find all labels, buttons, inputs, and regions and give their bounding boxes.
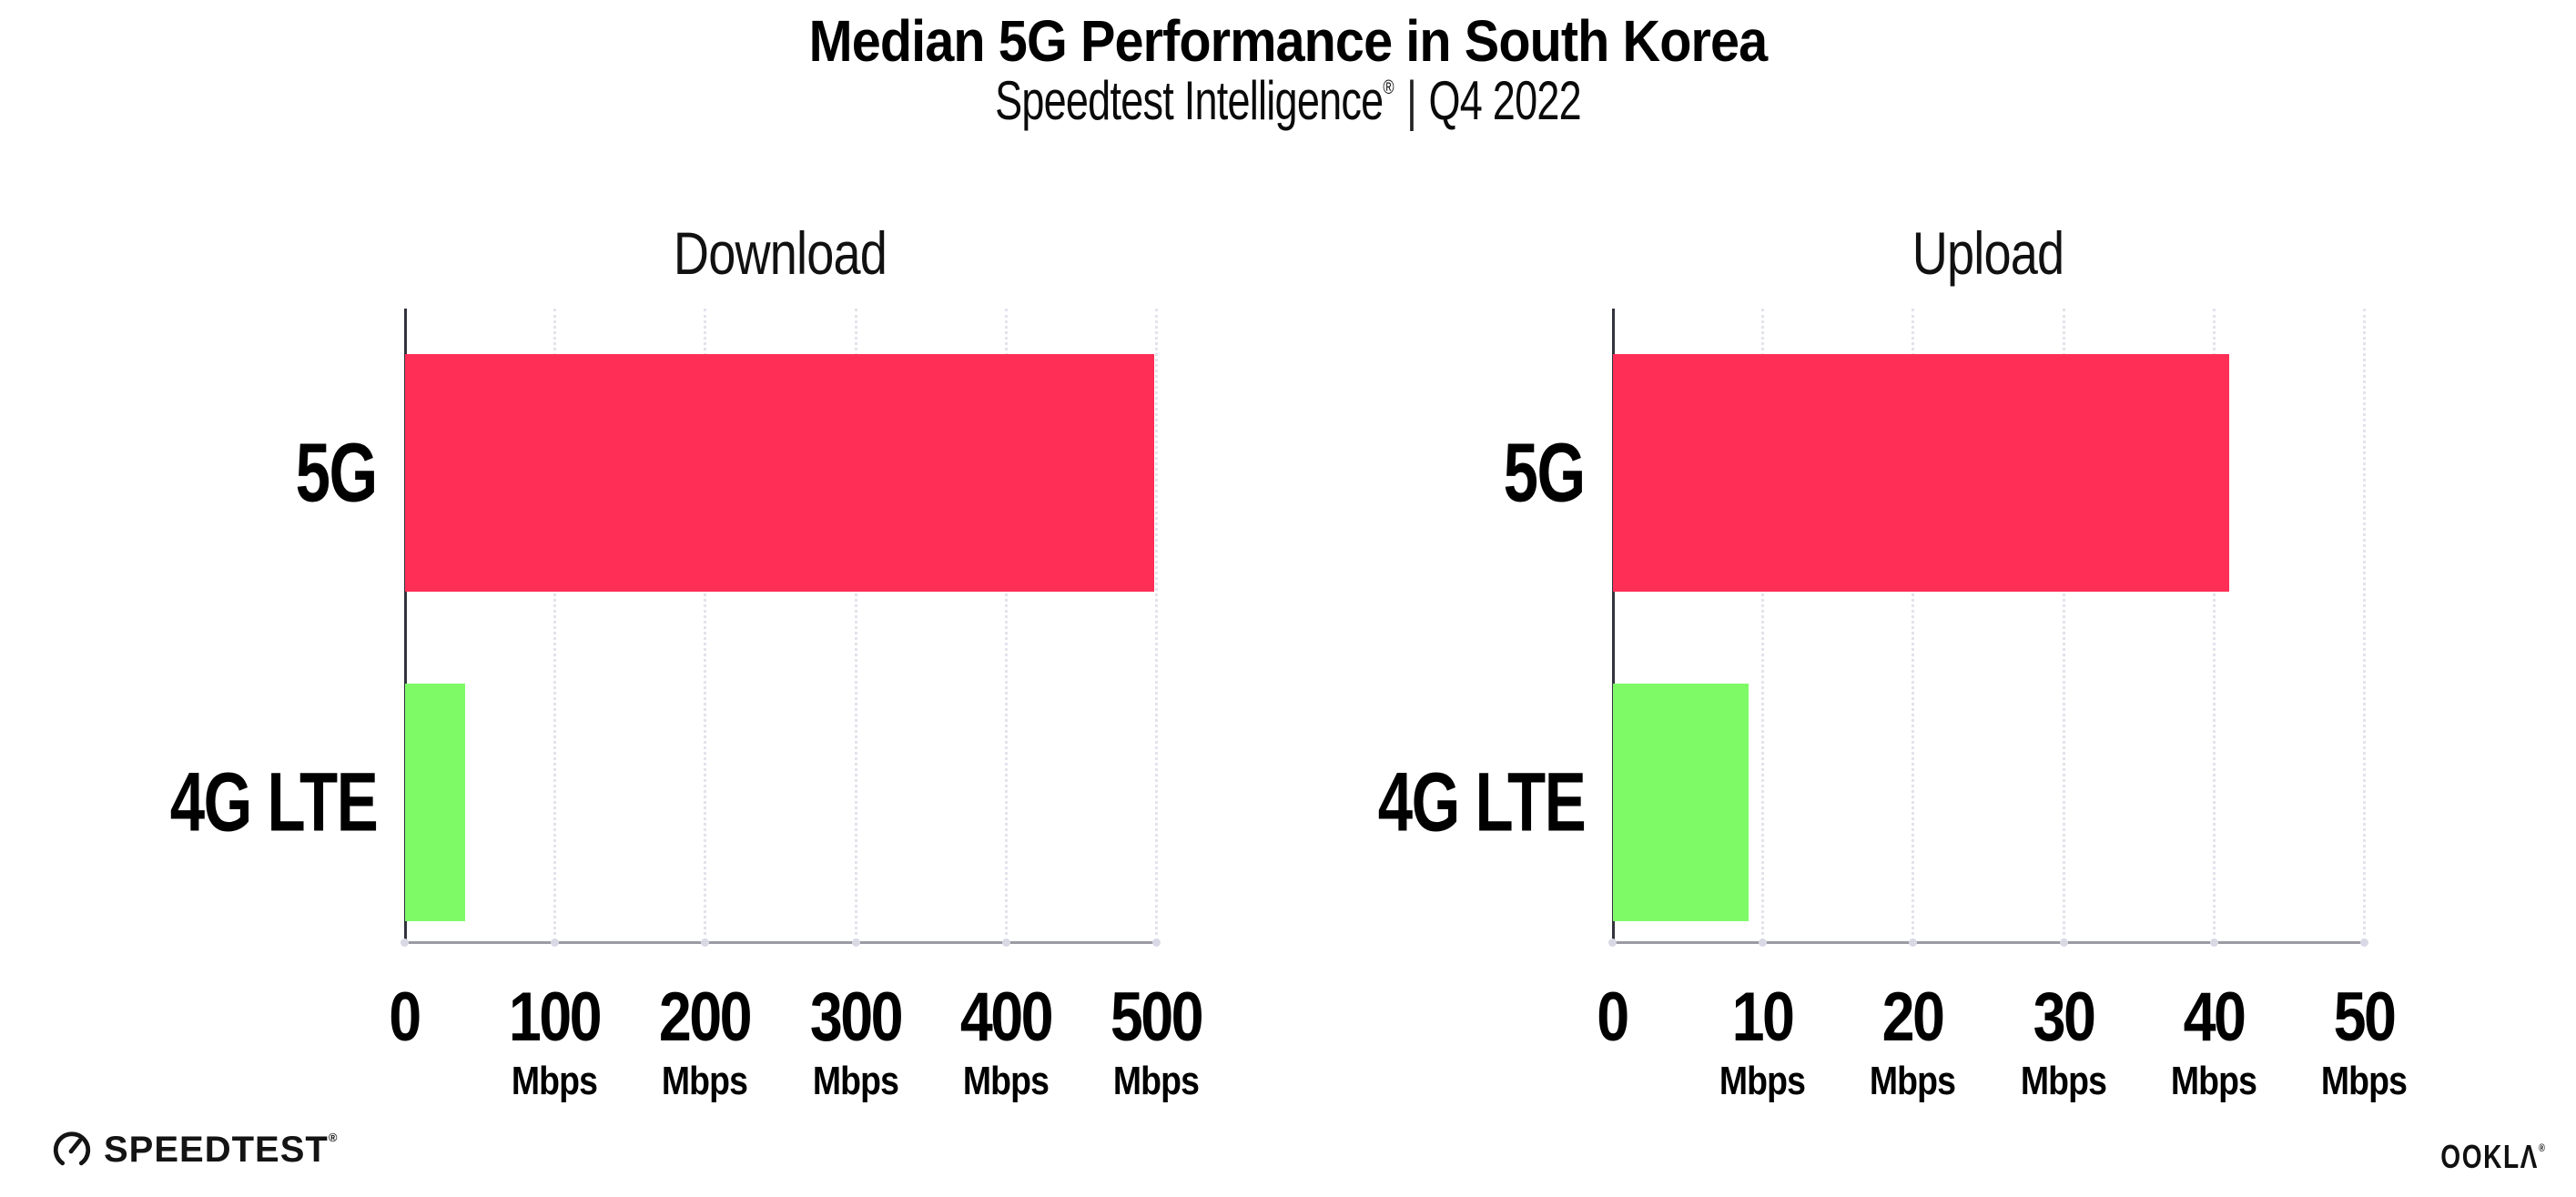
x-tick-unit: Mbps	[512, 1059, 598, 1103]
gridline	[1912, 309, 1915, 941]
ookla-logo: OOKLΛ®	[2440, 1138, 2545, 1176]
speedtest-registered-icon: ®	[328, 1130, 339, 1144]
gridline	[2212, 309, 2216, 941]
axis-tick-dot	[401, 938, 409, 947]
x-tick-value: 100	[509, 979, 603, 1056]
x-tick-value: 500	[1110, 979, 1204, 1056]
gridline	[1155, 309, 1158, 941]
x-tick-unit: Mbps	[962, 1059, 1050, 1103]
subtitle-brand: Speedtest Intelligence	[995, 70, 1384, 131]
axis-tick-dot	[1001, 938, 1010, 947]
category-label-5g: 5G	[1503, 426, 1587, 519]
chart-title-upload: Upload	[1912, 219, 2064, 287]
x-tick-value: 20	[1882, 979, 1945, 1056]
axis-tick-dot	[1759, 938, 1768, 947]
x-tick-unit: Mbps	[2020, 1059, 2106, 1103]
x-tick-unit: Mbps	[1870, 1059, 1956, 1103]
ookla-registered-icon: ®	[2539, 1141, 2545, 1154]
category-label-5g: 5G	[295, 426, 379, 519]
speedtest-logo: SPEEDTEST®	[51, 1129, 338, 1171]
bar-5g-download	[405, 354, 1154, 592]
category-label-4g-lte: 4G LTE	[1377, 756, 1587, 848]
x-tick-400: 400 Mbps	[920, 983, 1090, 1101]
x-tick-unit: Mbps	[2170, 1059, 2257, 1103]
axis-tick-dot	[2059, 938, 2068, 947]
speedtest-wordmark: SPEEDTEST®	[104, 1129, 339, 1170]
plot-area-upload	[1608, 309, 2368, 947]
axis-tick-dot	[2360, 938, 2368, 947]
x-tick-10: 10 Mbps	[1678, 983, 1848, 1101]
gridline	[1761, 309, 1765, 941]
y-axis-line	[1612, 309, 1615, 941]
y-axis-line	[404, 309, 407, 941]
x-tick-value: 200	[659, 979, 753, 1056]
gridline	[854, 309, 857, 941]
gridline	[2363, 309, 2366, 941]
bar-5g-upload	[1613, 354, 2230, 592]
x-tick-unit: Mbps	[2320, 1059, 2408, 1103]
axis-tick-dot	[851, 938, 860, 947]
x-axis-line	[1610, 941, 2368, 944]
gridline	[1004, 309, 1008, 941]
page-subtitle: Speedtest Intelligence® | Q4 2022	[322, 69, 2255, 132]
x-tick-value: 0	[1597, 979, 1629, 1056]
axis-tick-dot	[551, 938, 560, 947]
x-tick-200: 200 Mbps	[620, 983, 790, 1101]
x-tick-unit: Mbps	[1719, 1059, 1806, 1103]
category-label-4g-lte: 4G LTE	[169, 756, 379, 848]
x-tick-100: 100 Mbps	[470, 983, 640, 1101]
bar-4g-lte-upload	[1613, 684, 1749, 921]
x-tick-value: 300	[809, 979, 904, 1056]
x-axis-line	[402, 941, 1160, 944]
speedtest-gauge-icon	[53, 1131, 91, 1166]
x-tick-500: 500 Mbps	[1071, 983, 1242, 1101]
x-tick-value: 30	[2033, 979, 2095, 1056]
x-tick-30: 30 Mbps	[1978, 983, 2148, 1101]
x-tick-value: 40	[2183, 979, 2246, 1056]
ookla-wordmark: OOKLΛ	[2440, 1138, 2540, 1175]
registered-mark-icon: ®	[1383, 76, 1394, 98]
bar-4g-lte-download	[405, 684, 466, 921]
gridline	[704, 309, 707, 941]
x-tick-value: 50	[2333, 979, 2397, 1056]
x-tick-20: 20 Mbps	[1828, 983, 1998, 1101]
x-tick-unit: Mbps	[812, 1059, 898, 1103]
axis-tick-dot	[2209, 938, 2218, 947]
x-tick-unit: Mbps	[1112, 1059, 1200, 1103]
x-tick-50: 50 Mbps	[2279, 983, 2449, 1101]
x-tick-0: 0	[319, 983, 490, 1052]
x-tick-value: 0	[389, 979, 421, 1056]
x-tick-value: 400	[959, 979, 1054, 1056]
axis-tick-dot	[1152, 938, 1161, 947]
subtitle-period: Q4 2022	[1428, 70, 1582, 131]
plot-area-download	[401, 309, 1161, 947]
gridline	[2062, 309, 2065, 941]
subtitle-separator: |	[1406, 70, 1417, 131]
axis-tick-dot	[1608, 938, 1617, 947]
gridline	[553, 309, 557, 941]
x-tick-300: 300 Mbps	[770, 983, 940, 1101]
axis-tick-dot	[1909, 938, 1918, 947]
x-tick-value: 10	[1731, 979, 1795, 1056]
x-tick-0: 0	[1527, 983, 1698, 1052]
x-tick-unit: Mbps	[662, 1059, 748, 1103]
x-tick-40: 40 Mbps	[2128, 983, 2298, 1101]
axis-tick-dot	[701, 938, 710, 947]
chart-title-download: Download	[673, 219, 887, 287]
page-title: Median 5G Performance in South Korea	[808, 8, 1769, 74]
